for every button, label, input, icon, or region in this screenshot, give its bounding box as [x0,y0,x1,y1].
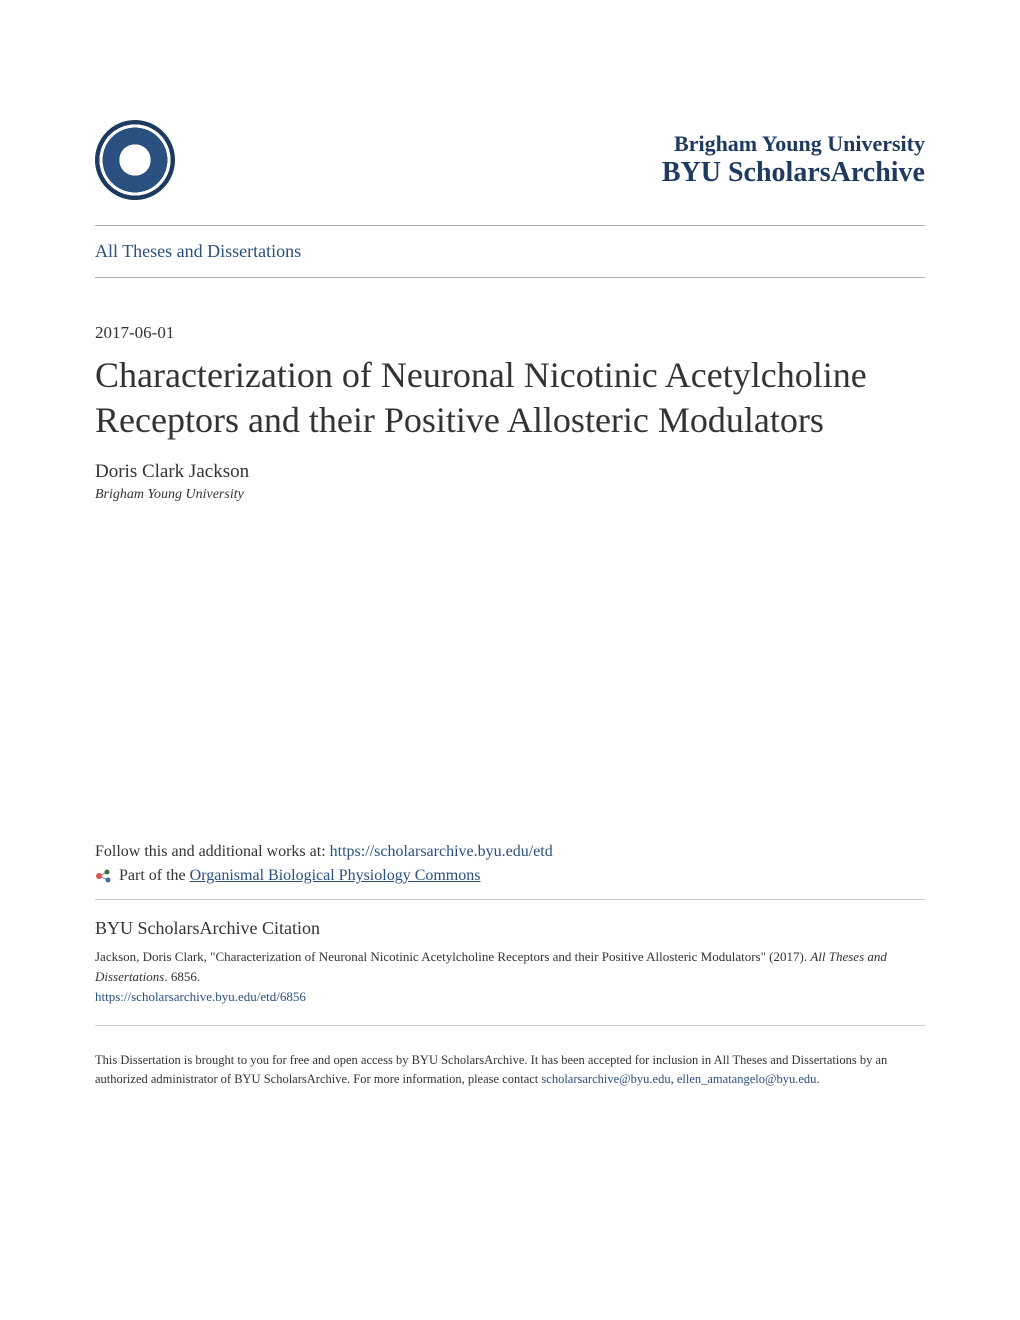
footer-text: This Dissertation is brought to you for … [95,1051,925,1089]
follow-url-link[interactable]: https://scholarsarchive.byu.edu/etd [330,843,553,860]
breadcrumb-divider [95,277,925,278]
footer-email1[interactable]: scholarsarchive@byu.edu [541,1072,670,1086]
part-of-row: Part of the Organismal Biological Physio… [95,867,925,885]
publication-date: 2017-06-01 [95,323,925,343]
follow-prefix: Follow this and additional works at: [95,843,330,860]
university-logo: BYU [95,120,175,200]
citation-url-link[interactable]: https://scholarsarchive.byu.edu/etd/6856 [95,989,925,1005]
commons-link[interactable]: Organismal Biological Physiology Commons [190,867,481,885]
follow-section: Follow this and additional works at: htt… [95,843,925,885]
header-row: BYU Brigham Young University BYU Scholar… [95,120,925,200]
author-affiliation: Brigham Young University [95,487,925,503]
header-titles: Brigham Young University BYU ScholarsArc… [662,131,925,189]
archive-name: BYU ScholarsArchive [662,157,925,189]
citation-text: Jackson, Doris Clark, "Characterization … [95,947,925,986]
citation-divider-top [95,899,925,900]
citation-part2: . 6856. [164,969,200,984]
logo-container: BYU [95,120,175,200]
footer-email2[interactable]: ellen_amatangelo@byu.edu [677,1072,817,1086]
breadcrumb[interactable]: All Theses and Dissertations [95,226,925,277]
citation-section: BYU ScholarsArchive Citation Jackson, Do… [95,918,925,1005]
document-title: Characterization of Neuronal Nicotinic A… [95,353,925,443]
network-icon [95,867,113,885]
university-name: Brigham Young University [662,131,925,157]
logo-text: BYU [119,152,151,169]
citation-header: BYU ScholarsArchive Citation [95,918,925,939]
breadcrumb-link[interactable]: All Theses and Dissertations [95,241,301,261]
citation-divider-bottom [95,1025,925,1026]
part-of-prefix: Part of the [119,867,186,885]
author-name: Doris Clark Jackson [95,461,925,483]
citation-part1: Jackson, Doris Clark, "Characterization … [95,949,810,964]
footer-period: . [816,1072,819,1086]
